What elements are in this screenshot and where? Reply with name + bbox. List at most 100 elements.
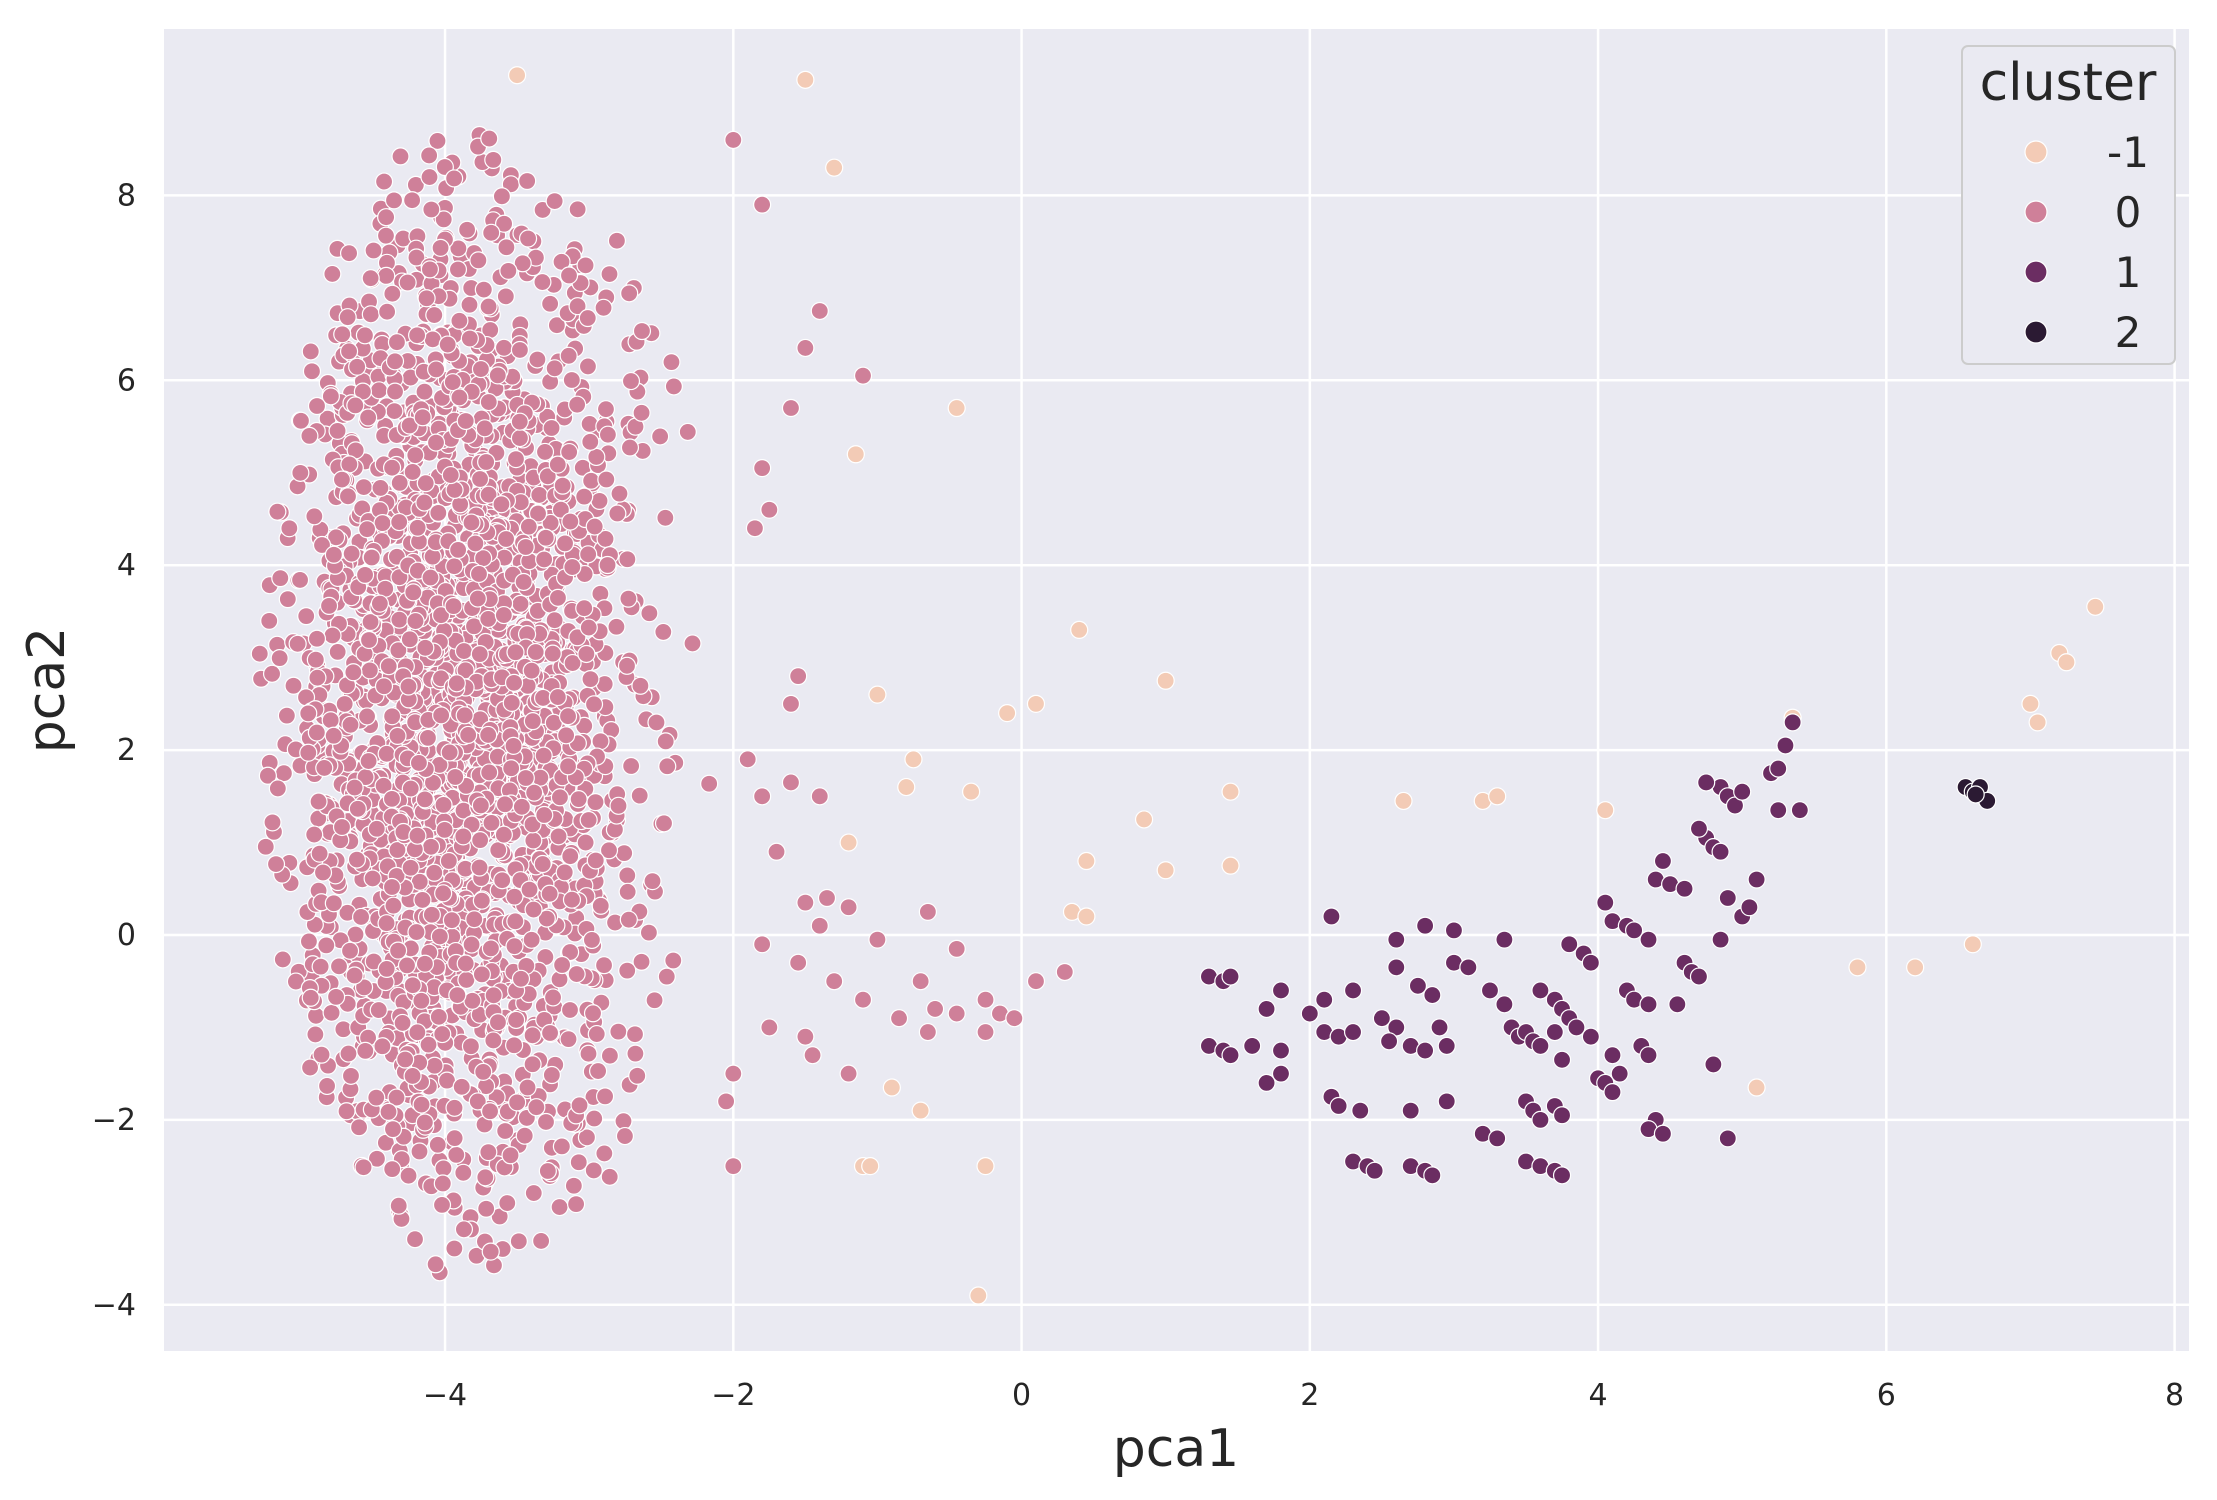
- point-cluster-0: [947, 939, 966, 958]
- point-cluster-0: [781, 694, 801, 713]
- point-cluster-1: [1552, 1166, 1572, 1185]
- point-cluster--1: [1963, 935, 1982, 954]
- point-cluster-0: [569, 790, 588, 809]
- point-cluster-0: [564, 1176, 583, 1195]
- point-cluster-0: [590, 491, 609, 510]
- point-cluster-0: [615, 844, 634, 863]
- point-cluster-0: [432, 1195, 452, 1215]
- point-cluster-1: [1581, 953, 1600, 972]
- point-cluster-0: [410, 1142, 429, 1161]
- point-cluster-0: [361, 612, 380, 632]
- point-cluster-0: [305, 507, 324, 526]
- point-cluster--1: [947, 398, 966, 418]
- point-cluster-0: [412, 991, 431, 1010]
- point-cluster-0: [262, 664, 282, 683]
- legend-marker: [2024, 140, 2048, 164]
- point-cluster-0: [632, 321, 652, 341]
- point-cluster-1: [1552, 1050, 1572, 1069]
- point-cluster-0: [925, 999, 945, 1019]
- point-cluster-0: [550, 788, 570, 807]
- point-cluster-0: [454, 827, 473, 846]
- point-cluster-0: [559, 346, 578, 365]
- point-cluster-0: [853, 366, 873, 385]
- point-cluster-0: [465, 910, 484, 929]
- point-cluster-0: [868, 930, 887, 949]
- point-cluster-0: [561, 847, 580, 866]
- point-cluster-0: [683, 634, 702, 653]
- point-cluster-0: [753, 935, 772, 954]
- point-cluster-0: [428, 131, 447, 151]
- point-cluster-0: [433, 1174, 452, 1193]
- point-cluster-0: [354, 1158, 373, 1177]
- point-cluster-1: [1379, 1032, 1399, 1051]
- point-cluster-0: [543, 644, 562, 663]
- point-cluster-0: [345, 778, 364, 797]
- point-cluster-0: [382, 458, 402, 477]
- point-cluster-0: [388, 941, 408, 960]
- point-cluster-0: [415, 1113, 434, 1132]
- point-cluster-0: [369, 1000, 388, 1020]
- point-cluster-0: [390, 610, 409, 629]
- point-cluster--1: [1394, 791, 1413, 811]
- point-cluster-0: [400, 416, 419, 435]
- point-cluster-0: [476, 1168, 495, 1187]
- point-cluster-0: [550, 1197, 569, 1217]
- point-cluster-0: [567, 964, 586, 984]
- x-tick-label: −2: [711, 1378, 755, 1413]
- point-cluster-0: [457, 970, 476, 990]
- point-cluster-0: [586, 851, 605, 870]
- point-cluster-0: [432, 706, 451, 725]
- point-cluster-0: [313, 863, 333, 882]
- point-cluster-0: [390, 512, 409, 532]
- point-cluster-0: [328, 642, 347, 662]
- point-cluster-0: [306, 650, 325, 669]
- point-cluster-0: [385, 401, 404, 421]
- point-cluster-0: [496, 1121, 515, 1141]
- point-cluster-0: [371, 478, 390, 498]
- point-cluster-0: [760, 1018, 779, 1037]
- point-cluster-0: [532, 1231, 551, 1251]
- point-cluster-0: [413, 890, 432, 910]
- point-cluster-0: [537, 909, 556, 928]
- point-cluster-1: [1689, 967, 1709, 986]
- point-cluster-0: [388, 726, 407, 745]
- point-cluster-0: [468, 589, 487, 608]
- point-cluster-0: [620, 284, 639, 303]
- point-cluster-0: [462, 513, 481, 532]
- point-cluster-0: [449, 239, 468, 258]
- point-cluster-0: [594, 956, 614, 975]
- point-cluster-0: [428, 1135, 447, 1154]
- point-cluster-0: [518, 1078, 537, 1097]
- point-cluster-1: [1322, 907, 1341, 926]
- point-cluster-0: [569, 1153, 588, 1172]
- y-tick-label: 2: [117, 733, 136, 768]
- point-cluster-0: [383, 1160, 402, 1179]
- point-cluster-0: [497, 238, 516, 257]
- point-cluster-0: [397, 956, 417, 975]
- point-cluster-0: [445, 480, 464, 500]
- point-cluster-0: [548, 588, 568, 607]
- legend-marker: [2024, 260, 2048, 284]
- point-cluster-0: [607, 617, 626, 636]
- point-cluster-0: [268, 502, 287, 521]
- point-cluster-0: [524, 1183, 543, 1203]
- point-cluster-0: [355, 326, 375, 345]
- point-cluster-0: [384, 191, 404, 210]
- point-cluster-0: [429, 1007, 448, 1026]
- point-cluster-0: [738, 750, 757, 769]
- legend-label: 0: [2115, 188, 2142, 237]
- point-cluster-0: [297, 607, 316, 626]
- point-cluster-0: [512, 797, 531, 816]
- point-cluster-0: [353, 382, 373, 401]
- point-cluster-1: [1711, 930, 1730, 949]
- point-cluster-0: [609, 1022, 628, 1041]
- point-cluster-0: [810, 916, 829, 935]
- point-cluster-0: [408, 1023, 427, 1042]
- point-cluster-0: [480, 1102, 500, 1121]
- legend-label: -1: [2107, 128, 2149, 177]
- point-cluster-0: [516, 537, 535, 557]
- point-cluster-0: [307, 723, 326, 742]
- point-cluster-0: [407, 922, 426, 942]
- point-cluster-0: [591, 732, 610, 751]
